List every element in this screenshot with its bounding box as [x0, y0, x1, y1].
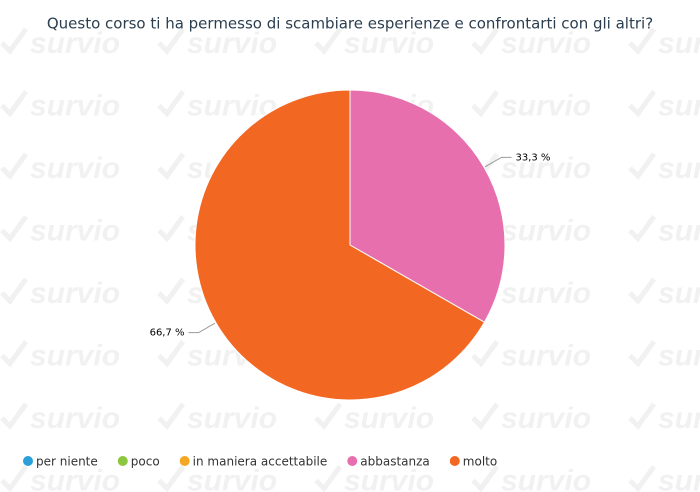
chart-title: Questo corso ti ha permesso di scambiare…: [47, 15, 653, 33]
watermark-check: [628, 340, 657, 368]
watermark-check: [628, 27, 657, 55]
legend-marker: [449, 456, 460, 466]
watermark-check: [628, 152, 657, 180]
watermark-text: survio: [30, 214, 120, 247]
watermark-text: survio: [501, 402, 591, 435]
watermark-check: [0, 215, 29, 243]
legend-label: abbastanza: [360, 455, 430, 469]
watermark-text: survio: [501, 277, 591, 310]
watermark-text: survio: [658, 27, 700, 60]
watermark-check: [471, 27, 500, 55]
legend-marker: [117, 456, 128, 466]
legend-marker: [23, 456, 33, 466]
legend-label: molto: [463, 455, 497, 469]
data-label: 33,3 %: [515, 152, 550, 163]
watermark-text: survio: [30, 27, 120, 60]
watermark-text: survio: [344, 464, 434, 492]
leader-line: [188, 322, 216, 334]
watermark-text: survio: [658, 214, 700, 247]
watermark-check: [314, 402, 343, 430]
watermark-text: survio: [658, 89, 700, 122]
watermark-check: [157, 402, 186, 430]
watermark-text: survio: [501, 339, 591, 372]
watermark-text: survio: [344, 402, 434, 435]
watermark-text: survio: [658, 277, 700, 310]
legend-marker: [179, 456, 190, 466]
leader-line: [484, 156, 512, 168]
watermark-check: [471, 340, 500, 368]
watermark-check: [0, 27, 29, 55]
watermark-text: survio: [344, 27, 434, 60]
legend-marker: [347, 456, 358, 466]
watermark-check: [0, 277, 29, 305]
pie-slice: [194, 89, 486, 401]
legend: per niente poco in maniera accettabile abba…: [23, 455, 497, 469]
watermark-text: survio: [30, 277, 120, 310]
watermark-check: [471, 90, 500, 118]
watermark-text: survio: [501, 89, 591, 122]
watermark-text: survio: [658, 464, 700, 492]
watermark-check: [628, 277, 657, 305]
watermark-check: [157, 465, 186, 492]
watermark-check: [628, 215, 657, 243]
watermark-check: [157, 215, 186, 243]
watermark-text: survio: [30, 402, 120, 435]
watermark-check: [0, 152, 29, 180]
watermark-check: [471, 465, 500, 492]
watermark-text: survio: [30, 464, 120, 492]
watermark-text: survio: [658, 339, 700, 372]
pie: 33,3 % 66,7 %: [150, 89, 550, 401]
watermark-text: survio: [501, 464, 591, 492]
watermark-text: survio: [30, 89, 120, 122]
watermark-check: [0, 465, 29, 492]
watermark-text: survio: [501, 27, 591, 60]
watermark-check: [157, 27, 186, 55]
watermark-text: survio: [30, 339, 120, 372]
watermark-check: [157, 90, 186, 118]
watermark-text: survio: [187, 464, 277, 492]
watermark-text: survio: [30, 152, 120, 185]
watermark-text: survio: [658, 152, 700, 185]
data-label: 66,7 %: [150, 328, 185, 339]
watermark-text: survio: [658, 402, 700, 435]
legend-label: in maniera accettabile: [193, 455, 328, 469]
legend-label: per niente: [36, 455, 98, 469]
watermark-text: survio: [501, 214, 591, 247]
watermark-check: [0, 340, 29, 368]
watermark-check: [471, 402, 500, 430]
watermark-text: survio: [187, 27, 277, 60]
legend-label: poco: [131, 455, 160, 469]
watermark-check: [157, 152, 186, 180]
watermark-layer: survio survio survio survio survio survio surv…: [0, 27, 700, 492]
pie-slice: [349, 89, 506, 323]
watermark-text: survio: [187, 402, 277, 435]
watermark-check: [314, 465, 343, 492]
watermark-check: [0, 90, 29, 118]
watermark-check: [314, 27, 343, 55]
watermark-check: [628, 90, 657, 118]
watermark-check: [157, 340, 186, 368]
watermark-text: survio: [501, 152, 591, 185]
watermark-check: [628, 465, 657, 492]
watermark-check: [157, 277, 186, 305]
watermark-check: [628, 402, 657, 430]
watermark-check: [0, 402, 29, 430]
